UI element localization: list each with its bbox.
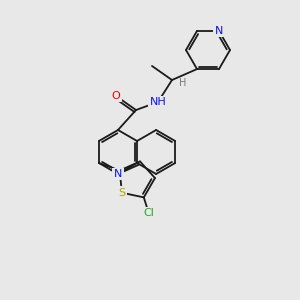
Text: NH: NH bbox=[150, 97, 166, 107]
Text: H: H bbox=[179, 78, 186, 88]
Text: N: N bbox=[215, 26, 223, 36]
Text: Cl: Cl bbox=[143, 208, 154, 218]
Text: N: N bbox=[114, 169, 122, 179]
Text: S: S bbox=[118, 188, 125, 198]
Text: O: O bbox=[112, 91, 120, 101]
